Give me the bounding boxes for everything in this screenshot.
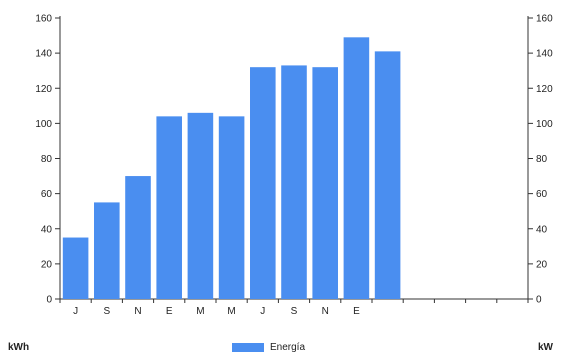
left-tick-label: 60 bbox=[41, 189, 53, 200]
legend-label: Energía bbox=[270, 342, 306, 353]
left-tick-label: 100 bbox=[35, 119, 52, 130]
bar bbox=[250, 67, 276, 299]
right-axis-unit: kW bbox=[538, 342, 553, 353]
left-tick-label: 0 bbox=[46, 295, 52, 306]
bar bbox=[312, 67, 338, 299]
x-category-label: E bbox=[353, 306, 360, 317]
right-tick-label: 40 bbox=[536, 224, 548, 235]
right-tick-label: 160 bbox=[536, 14, 553, 25]
x-category-label: N bbox=[134, 306, 141, 317]
x-category-label: J bbox=[73, 306, 78, 317]
right-tick-label: 120 bbox=[536, 84, 553, 95]
x-category-label: E bbox=[166, 306, 173, 317]
right-tick-label: 60 bbox=[536, 189, 548, 200]
bar bbox=[62, 237, 89, 299]
bar-chart: 0 20 40 60 80 100 120 140 160 0 20 40 60 80 100 120 140 1… bbox=[35, 14, 553, 318]
right-tick-label: 20 bbox=[536, 259, 548, 270]
x-category-label: S bbox=[103, 306, 110, 317]
chart-labels: 0 20 40 60 80 100 120 140 160 0 20 40 60 80 100 120 140 1… bbox=[35, 14, 553, 318]
legend: Energía bbox=[232, 342, 305, 353]
x-category-label: M bbox=[227, 306, 235, 317]
bar bbox=[343, 37, 370, 299]
right-tick-label: 80 bbox=[536, 154, 548, 165]
chart-bars bbox=[62, 37, 401, 300]
bar bbox=[94, 202, 120, 299]
left-tick-label: 120 bbox=[35, 84, 52, 95]
bar bbox=[156, 116, 182, 299]
bar bbox=[281, 65, 307, 299]
legend-swatch bbox=[232, 343, 264, 352]
left-tick-label: 80 bbox=[41, 154, 53, 165]
bar bbox=[187, 112, 214, 300]
x-category-label: J bbox=[260, 306, 265, 317]
right-tick-label: 140 bbox=[536, 49, 553, 60]
x-category-label: M bbox=[196, 306, 204, 317]
left-tick-label: 140 bbox=[35, 49, 52, 60]
right-tick-label: 100 bbox=[536, 119, 553, 130]
left-tick-label: 40 bbox=[41, 224, 53, 235]
x-category-label: S bbox=[291, 306, 298, 317]
bar bbox=[374, 51, 401, 300]
left-tick-label: 20 bbox=[41, 259, 53, 270]
right-tick-label: 0 bbox=[536, 295, 542, 306]
left-axis-unit: kWh bbox=[8, 342, 30, 353]
bar bbox=[125, 176, 151, 299]
left-tick-label: 160 bbox=[35, 14, 52, 25]
bar bbox=[218, 116, 245, 299]
x-category-label: N bbox=[322, 306, 329, 317]
